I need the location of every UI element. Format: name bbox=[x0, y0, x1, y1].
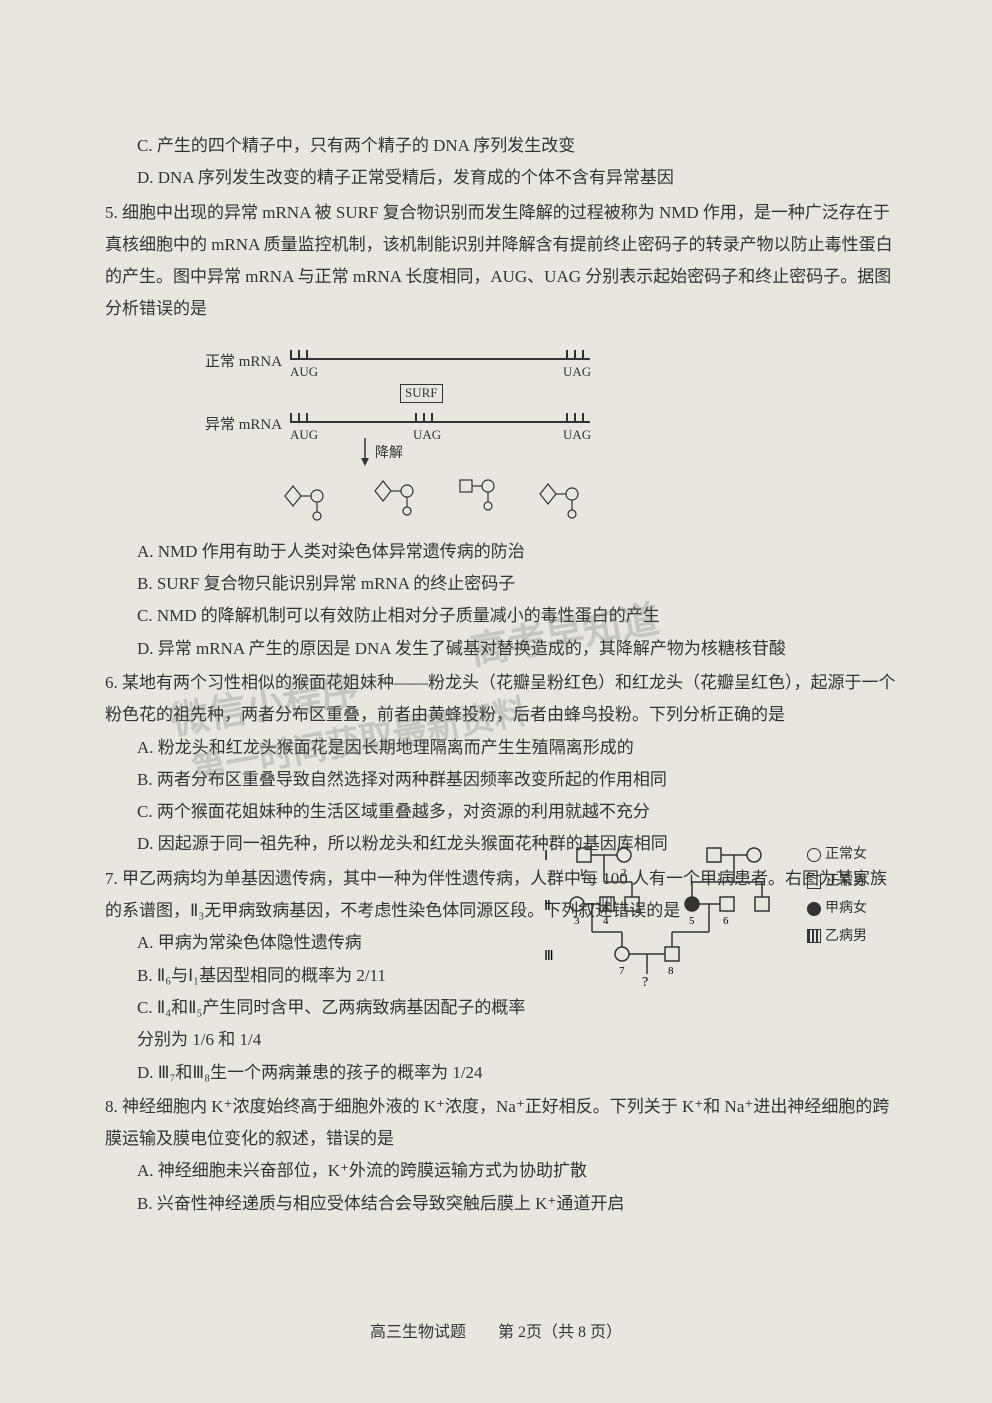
svg-text:8: 8 bbox=[668, 965, 674, 977]
pedigree-svg: Ⅰ 1 2 Ⅱ 3 4 5 6 bbox=[542, 842, 802, 987]
normal-mrna-line bbox=[290, 358, 590, 360]
q5-diagram: 正常 mRNA AUG UAG SURF 异常 mRNA AUG UAG bbox=[205, 336, 897, 526]
q8: 8. 神经细胞内 K⁺浓度始终高于细胞外液的 K⁺浓度，Na⁺正好相反。下列关于… bbox=[105, 1091, 897, 1220]
uag-label-3: UAG bbox=[563, 423, 591, 448]
q7-legend: 正常女 正常男 甲病女 乙病男 bbox=[807, 842, 887, 951]
legend-normal-male-label: 正常男 bbox=[825, 869, 867, 894]
svg-text:3: 3 bbox=[574, 915, 580, 927]
svg-text:?: ? bbox=[642, 975, 648, 987]
degrade-products-icon bbox=[265, 466, 595, 526]
q5-body-text: 细胞中出现的异常 mRNA 被 SURF 复合物识别而发生降解的过程被称为 NM… bbox=[105, 203, 893, 319]
legend-affected-female: 甲病女 bbox=[807, 896, 887, 921]
svg-text:5: 5 bbox=[689, 915, 695, 927]
q5-body: 5. 细胞中出现的异常 mRNA 被 SURF 复合物识别而发生降解的过程被称为… bbox=[105, 197, 897, 326]
q7-number: 7. bbox=[105, 869, 118, 888]
uag-label-1: UAG bbox=[563, 360, 591, 385]
page-footer: 高三生物试题 第 2页（共 8 页） bbox=[0, 1318, 992, 1348]
q8-body: 8. 神经细胞内 K⁺浓度始终高于细胞外液的 K⁺浓度，Na⁺正好相反。下列关于… bbox=[105, 1091, 897, 1156]
q5-optA: A. NMD 作用有助于人类对染色体异常遗传病的防治 bbox=[105, 536, 897, 568]
abnormal-mrna-label: 异常 mRNA bbox=[205, 411, 282, 440]
svg-text:6: 6 bbox=[723, 915, 729, 927]
uag-label-2: UAG bbox=[413, 423, 441, 448]
q6-number: 6. bbox=[105, 673, 118, 692]
q4-optD: D. DNA 序列发生改变的精子正常受精后，发育成的个体不含有异常基因 bbox=[105, 162, 897, 194]
q6: 6. 某地有两个习性相似的猴面花姐妹种——粉龙头（花瓣呈粉红色）和红龙头（花瓣呈… bbox=[105, 667, 897, 861]
q6-optB: B. 两者分布区重叠导致自然选择对两种群基因频率改变所起的作用相同 bbox=[105, 764, 897, 796]
q8-optB: B. 兴奋性神经递质与相应受体结合会导致突触后膜上 K⁺通道开启 bbox=[105, 1188, 897, 1220]
gen1-label: Ⅰ bbox=[544, 849, 548, 864]
svg-text:1: 1 bbox=[579, 867, 585, 879]
q5-optD: D. 异常 mRNA 产生的原因是 DNA 发生了碱基对替换造成的，其降解产物为… bbox=[105, 633, 897, 665]
gen3-label: Ⅲ bbox=[544, 949, 554, 964]
gen2-label: Ⅱ bbox=[544, 899, 551, 914]
q4-optC: C. 产生的四个精子中，只有两个精子的 DNA 序列发生改变 bbox=[105, 130, 897, 162]
svg-text:2: 2 bbox=[621, 867, 627, 879]
aug-label-1: AUG bbox=[290, 360, 318, 385]
q8-optA: A. 神经细胞未兴奋部位，K⁺外流的跨膜运输方式为协助扩散 bbox=[105, 1155, 897, 1187]
q7-optB: B. Ⅱ₆与Ⅰ₁基因型相同的概率为 2/11 bbox=[105, 960, 541, 992]
square-hatched-icon bbox=[807, 929, 821, 943]
q5: 5. 细胞中出现的异常 mRNA 被 SURF 复合物识别而发生降解的过程被称为… bbox=[105, 197, 897, 665]
aug-label-2: AUG bbox=[290, 423, 318, 448]
q7-optD: D. Ⅲ₇和Ⅲ₈生一个两病兼患的孩子的概率为 1/24 bbox=[105, 1057, 541, 1089]
legend-normal-male: 正常男 bbox=[807, 869, 887, 894]
q8-body-text: 神经细胞内 K⁺浓度始终高于细胞外液的 K⁺浓度，Na⁺正好相反。下列关于 K⁺… bbox=[105, 1097, 889, 1148]
legend-normal-female: 正常女 bbox=[807, 842, 887, 867]
circle-filled-icon bbox=[807, 902, 821, 916]
circle-empty-icon bbox=[807, 848, 821, 862]
q6-optA: A. 粉龙头和红龙头猴面花是因长期地理隔离而产生生殖隔离形成的 bbox=[105, 732, 897, 764]
square-empty-icon bbox=[807, 875, 821, 889]
q5-number: 5. bbox=[105, 203, 118, 222]
degrade-label: 降解 bbox=[375, 441, 403, 468]
svg-text:4: 4 bbox=[603, 915, 609, 927]
q6-body: 6. 某地有两个习性相似的猴面花姐妹种——粉龙头（花瓣呈粉红色）和红龙头（花瓣呈… bbox=[105, 667, 897, 732]
q4-options: C. 产生的四个精子中，只有两个精子的 DNA 序列发生改变 D. DNA 序列… bbox=[105, 130, 897, 195]
legend-affected-female-label: 甲病女 bbox=[825, 896, 867, 921]
surf-box: SURF bbox=[400, 384, 443, 403]
q5-optB: B. SURF 复合物只能识别异常 mRNA 的终止密码子 bbox=[105, 568, 897, 600]
q7-optC: C. Ⅱ₄和Ⅱ₅产生同时含甲、乙两病致病基因配子的概率分别为 1/6 和 1/4 bbox=[105, 992, 541, 1057]
legend-affected-male-label: 乙病男 bbox=[825, 924, 867, 949]
svg-text:7: 7 bbox=[619, 965, 625, 977]
legend-normal-female-label: 正常女 bbox=[825, 842, 867, 867]
q6-body-text: 某地有两个习性相似的猴面花姐妹种——粉龙头（花瓣呈粉红色）和红龙头（花瓣呈红色）… bbox=[105, 673, 896, 724]
arrow-down-icon bbox=[355, 438, 375, 468]
normal-mrna-label: 正常 mRNA bbox=[205, 348, 282, 377]
q5-optC: C. NMD 的降解机制可以有效防止相对分子质量减小的毒性蛋白的产生 bbox=[105, 600, 897, 632]
legend-affected-male: 乙病男 bbox=[807, 924, 887, 949]
q6-optC: C. 两个猴面花姐妹种的生活区域重叠越多，对资源的利用就越不充分 bbox=[105, 796, 897, 828]
q8-number: 8. bbox=[105, 1097, 118, 1116]
q7-optA: A. 甲病为常染色体隐性遗传病 bbox=[105, 927, 541, 959]
